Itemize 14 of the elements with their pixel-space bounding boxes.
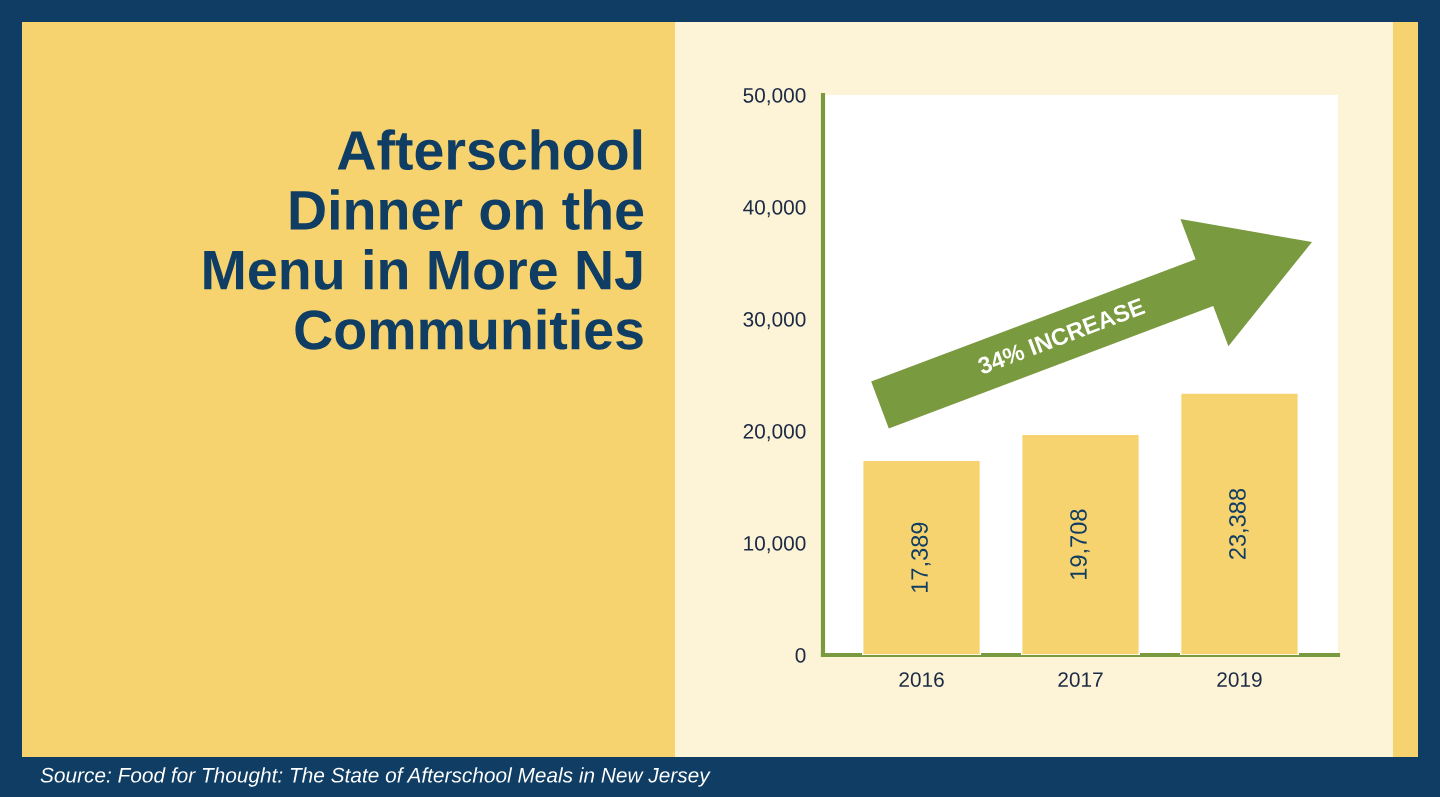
source-note: Source: Food for Thought: The State of Afterschool Meals in New Jersey — [40, 767, 711, 787]
y-tick-label: 10,000 — [744, 536, 806, 554]
y-tick-label: 0 — [795, 648, 806, 663]
y-tick-label: 20,000 — [743, 424, 806, 442]
y-tick-label: 50,000 — [743, 88, 806, 106]
x-tick-label: 2016 — [899, 672, 944, 687]
text: Afterschool Dinner on the Menu in More NJ Communities — [204, 129, 644, 350]
x-tick-label: 2017 — [1058, 672, 1103, 687]
y-tick-label: 40,000 — [743, 200, 806, 218]
x-tick-label: 2019 — [1217, 672, 1262, 687]
y-tick-label: 30,000 — [743, 312, 806, 330]
data-label: 17,389 — [911, 522, 931, 592]
data-label: 23,388 — [1229, 488, 1249, 559]
data-label: 19,708 — [1070, 509, 1090, 579]
